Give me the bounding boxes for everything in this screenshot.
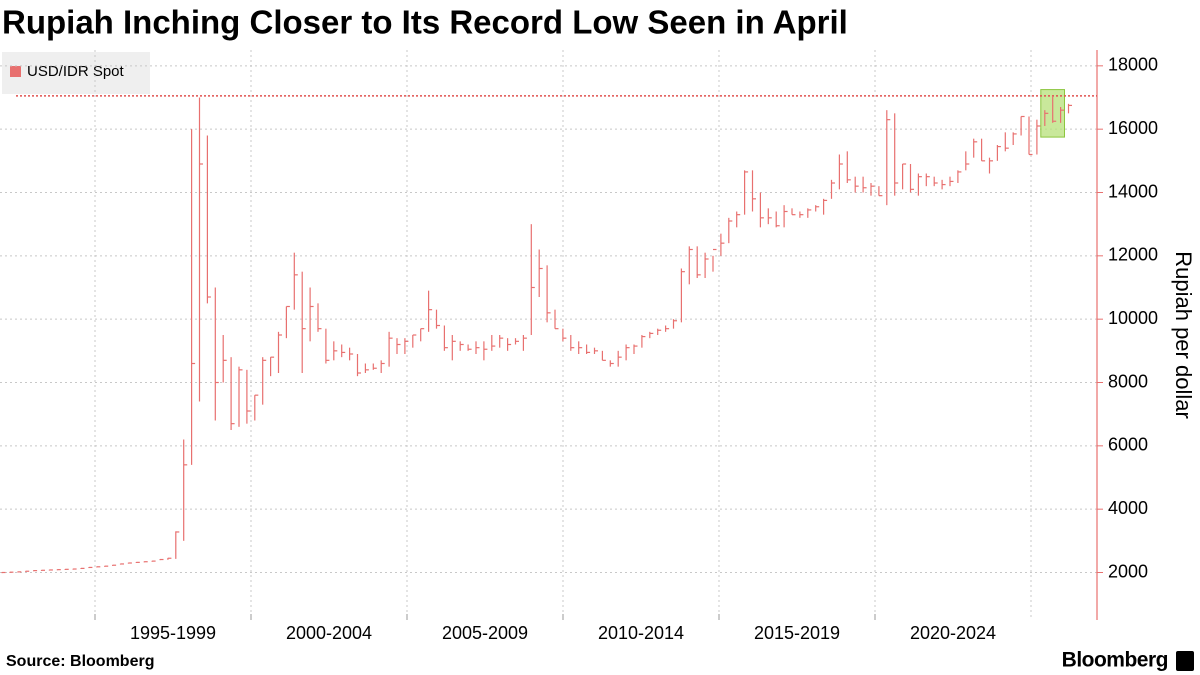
brand-icon [1176, 651, 1194, 671]
x-tick-label: 2010-2014 [598, 623, 684, 643]
legend-box [2, 52, 150, 94]
legend: USD/IDR Spot [2, 52, 150, 94]
y-tick-label: 10000 [1108, 308, 1158, 328]
x-tick-label: 2000-2004 [286, 623, 372, 643]
legend-swatch [10, 66, 21, 77]
x-tick-label: 2015-2019 [754, 623, 840, 643]
chart-title: Rupiah Inching Closer to Its Record Low … [2, 4, 848, 41]
y-tick-label: 4000 [1108, 498, 1148, 518]
y-tick-label: 6000 [1108, 435, 1148, 455]
legend-label: USD/IDR Spot [27, 63, 125, 80]
y-tick-label: 2000 [1108, 561, 1148, 581]
y-tick-label: 14000 [1108, 181, 1158, 201]
y-tick-label: 12000 [1108, 245, 1158, 265]
source: Source: Bloomberg [6, 653, 154, 670]
y-axis-label: Rupiah per dollar [1171, 251, 1196, 419]
y-tick-label: 18000 [1108, 55, 1158, 75]
x-tick-label: 2020-2024 [910, 623, 996, 643]
x-tick-label: 2005-2009 [442, 623, 528, 643]
x-tick-label: 1995-1999 [130, 623, 216, 643]
y-tick-label: 8000 [1108, 371, 1148, 391]
y-tick-label: 16000 [1108, 118, 1158, 138]
brand: Bloomberg [1062, 649, 1168, 672]
